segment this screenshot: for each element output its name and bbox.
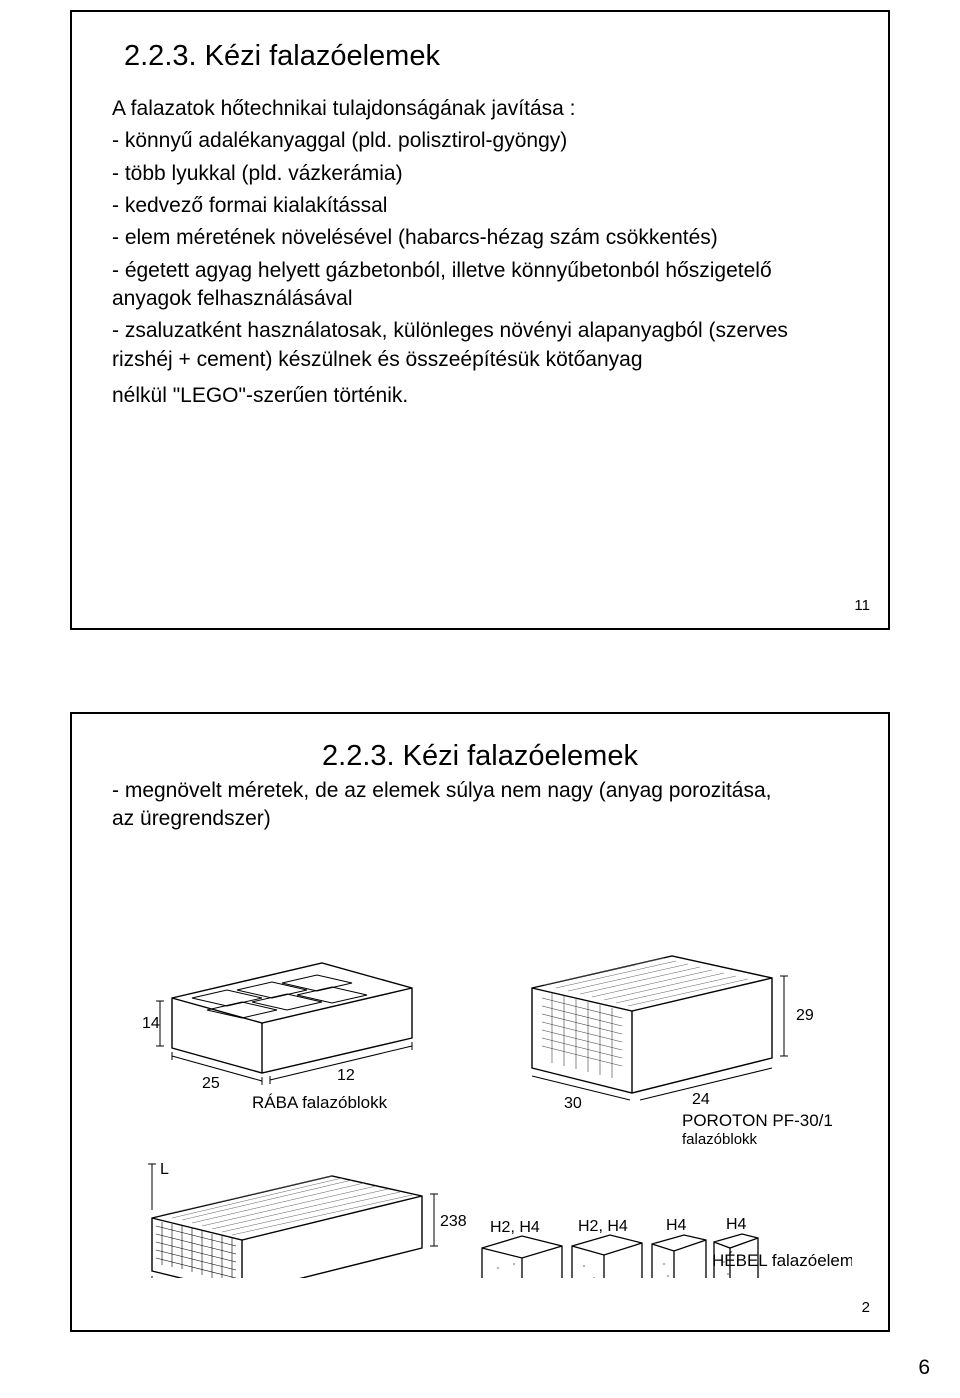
poroton-block	[532, 956, 788, 1100]
raba-dim-d: 12	[337, 1067, 355, 1084]
raba-dim-h: 14	[142, 1015, 160, 1032]
porotherm-L: L	[160, 1161, 169, 1178]
slide1-intro: A falazatok hőtechnikai tulajdonságának …	[112, 95, 848, 123]
poroton-dim-w: 30	[564, 1095, 582, 1112]
slide2-sub2: az üregrendszer)	[112, 805, 848, 833]
porotherm-238: 238	[440, 1213, 467, 1230]
slide-2: 2.2.3. Kézi falazóelemek - megnövelt mér…	[70, 712, 890, 1332]
poroton-cap2: falazóblokk	[682, 1131, 758, 1148]
slide1-number: 11	[854, 597, 870, 614]
slide1-line7: nélkül "LEGO"-szerűen történik.	[112, 382, 848, 410]
slide1-line3: - kedvező formai kialakítással	[112, 192, 848, 220]
hebel-t1: H2, H4	[578, 1218, 628, 1235]
poroton-dim-d: 24	[692, 1091, 710, 1108]
slide1-heading: 2.2.3. Kézi falazóelemek	[124, 40, 848, 73]
slide2-sub1: - megnövelt méretek, de az elemek súlya …	[112, 777, 848, 805]
page: 2.2.3. Kézi falazóelemek A falazatok hőt…	[0, 0, 960, 1398]
raba-block	[156, 963, 412, 1085]
poroton-dim-h: 29	[796, 1007, 814, 1024]
page-number: 6	[918, 1356, 930, 1380]
block-diagram-svg: 14 25 12 RÁBA falazóblokk	[112, 848, 852, 1278]
raba-dim-w: 25	[202, 1075, 220, 1092]
slide2-number: 2	[862, 1299, 870, 1316]
slide1-line4: - elem méretének növelésével (habarcs-hé…	[112, 224, 848, 252]
hebel-t3: H4	[726, 1216, 747, 1233]
hebel-t2: H4	[666, 1217, 687, 1234]
slide1-line5: - égetett agyag helyett gázbetonból, ill…	[112, 257, 848, 314]
raba-caption: RÁBA falazóblokk	[252, 1093, 388, 1112]
poroton-cap1: POROTON PF-30/1	[682, 1111, 833, 1130]
slide1-line1: - könnyű adalékanyaggal (pld. polisztiro…	[112, 127, 848, 155]
hebel-t0: H2, H4	[490, 1219, 540, 1236]
block-diagram: 14 25 12 RÁBA falazóblokk	[112, 848, 852, 1278]
slide1-line6: - zsaluzatként használatosak, különleges…	[112, 317, 848, 374]
slide1-line2: - több lyukkal (pld. vázkerámia)	[112, 160, 848, 188]
slide-1: 2.2.3. Kézi falazóelemek A falazatok hőt…	[70, 10, 890, 630]
slide2-heading: 2.2.3. Kézi falazóelemek	[112, 740, 848, 773]
porotherm-block	[148, 1164, 438, 1278]
hebel-caption: HÉBEL falazóelem	[712, 1251, 852, 1270]
